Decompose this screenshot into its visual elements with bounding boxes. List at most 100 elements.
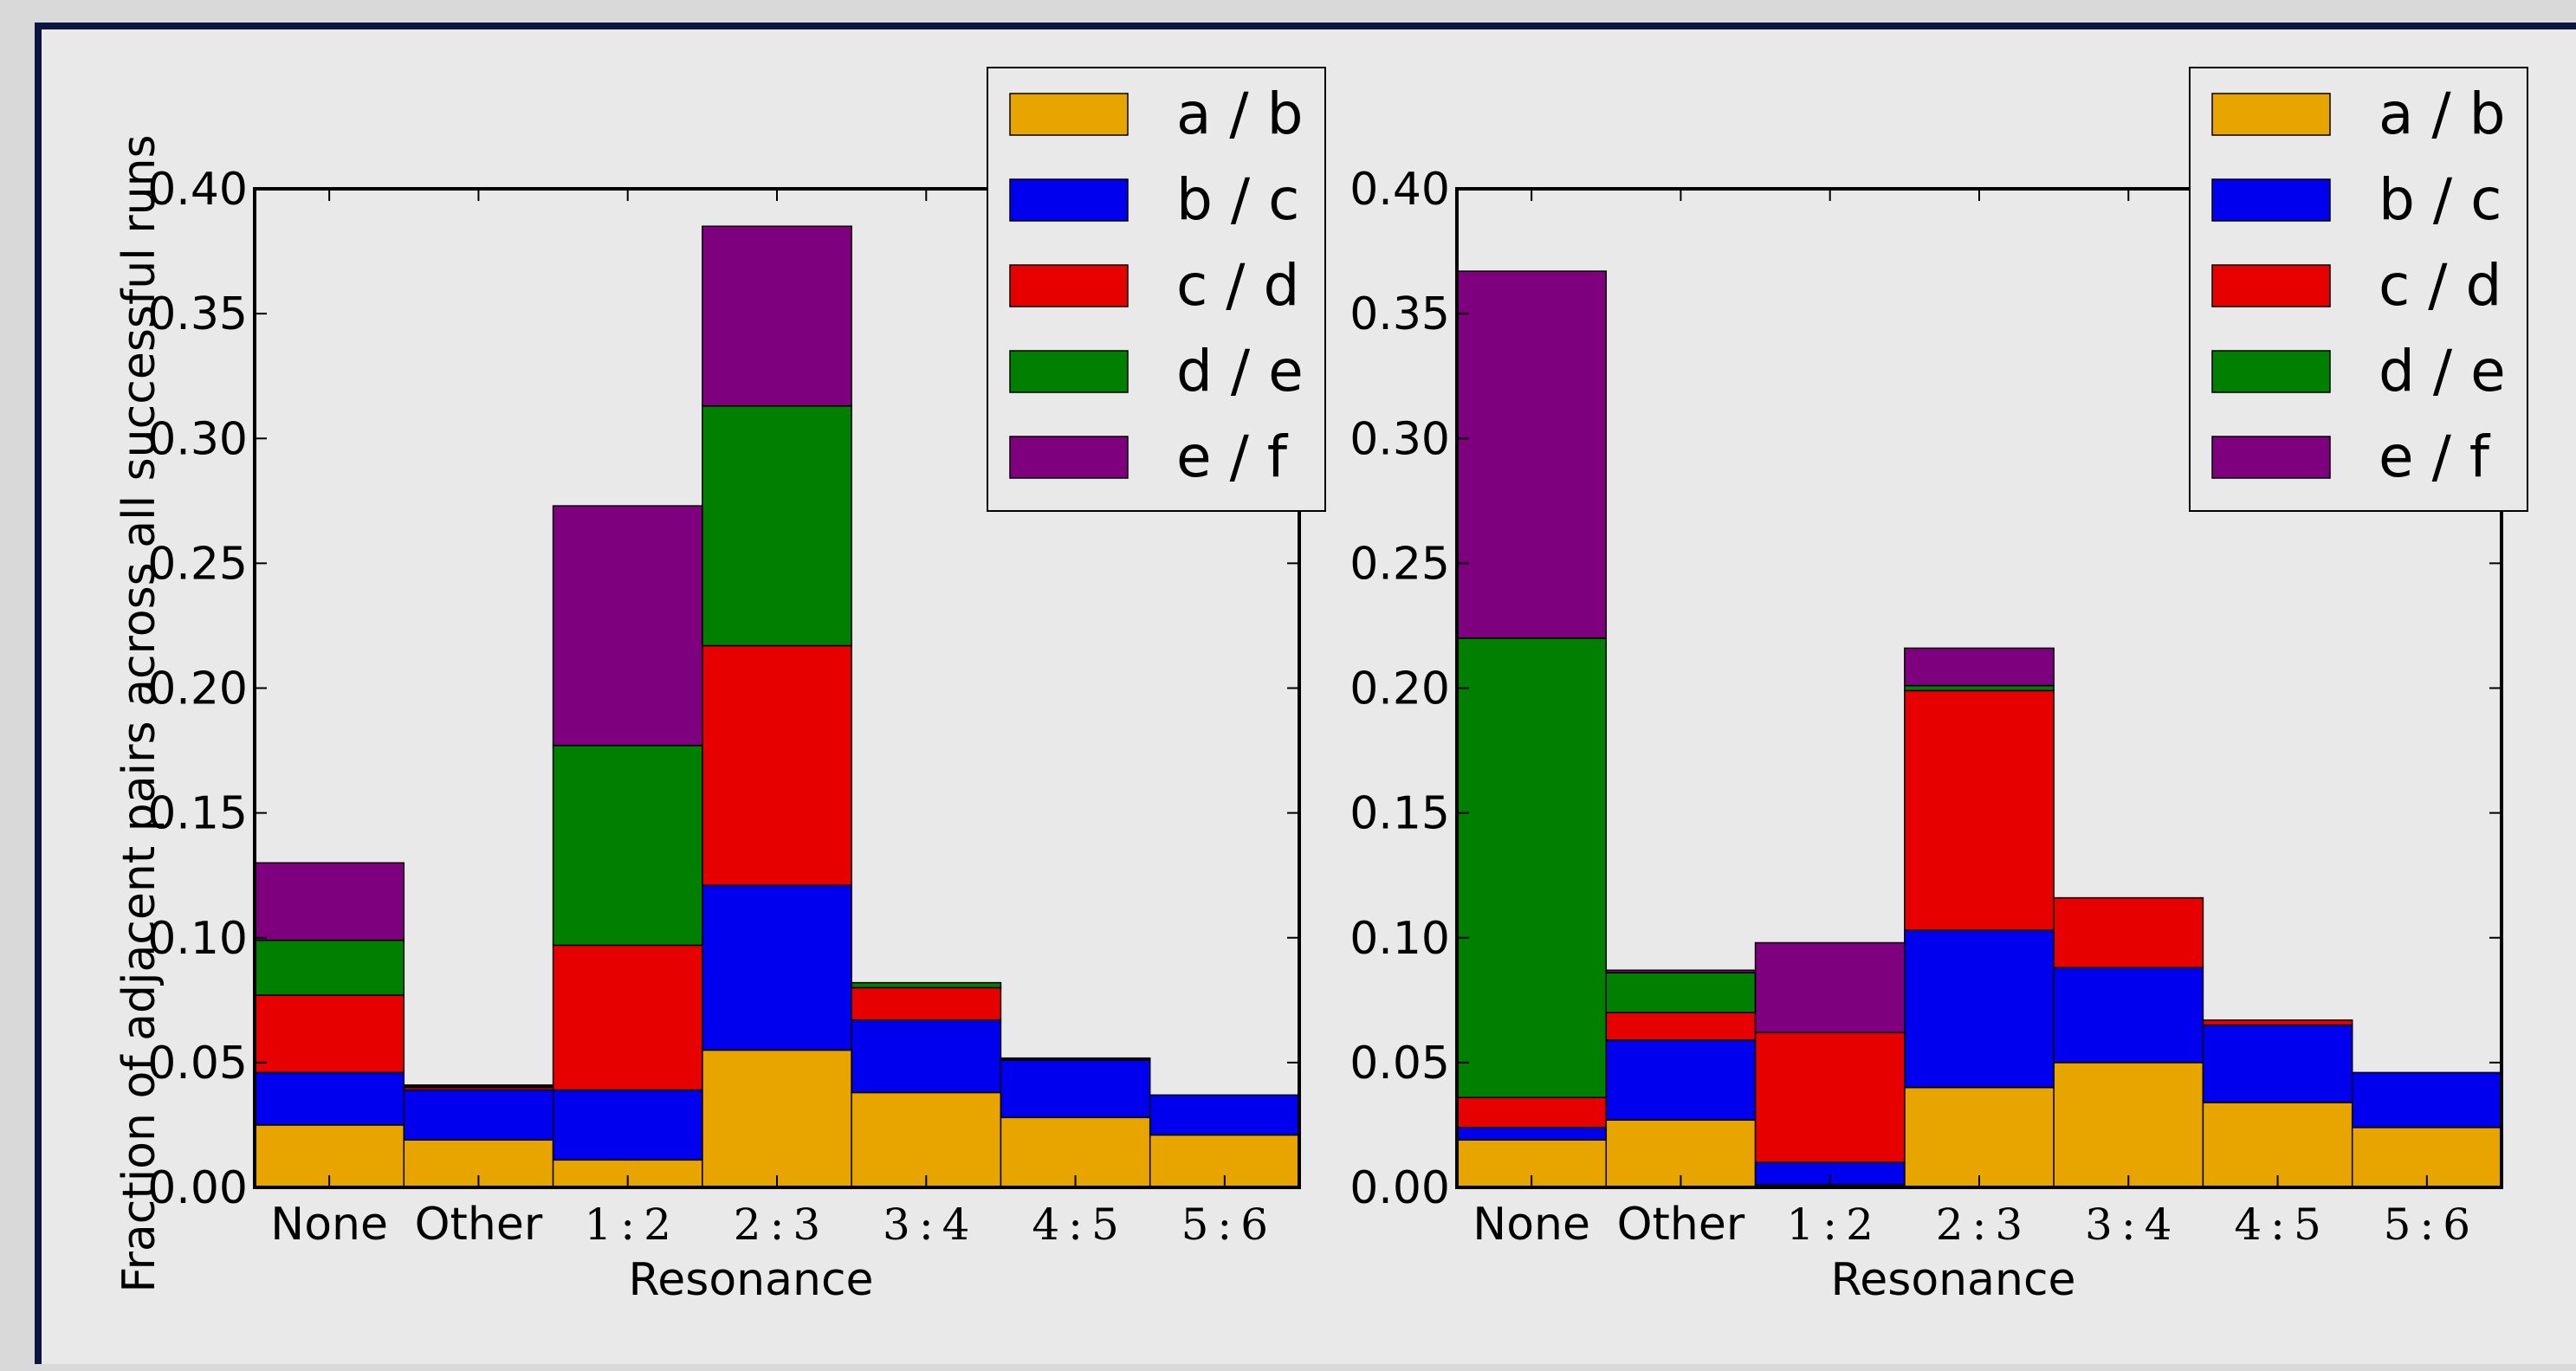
x-tick-label: Other xyxy=(415,1199,543,1251)
bar-ab-3-4 xyxy=(851,1091,1002,1188)
x-tick-label: 3 : 4 xyxy=(883,1200,969,1250)
y-tick-label: 0.00 xyxy=(1349,1162,1450,1214)
bar-cd-2-3 xyxy=(1904,689,2055,931)
bar-bc-None xyxy=(254,1071,405,1126)
y-tick-label: 0.35 xyxy=(147,288,248,340)
bar-cd-None xyxy=(254,994,405,1074)
y-tick-label: 0.05 xyxy=(147,1038,248,1090)
bar-de-2-3 xyxy=(702,405,852,647)
bar-ef-2-3 xyxy=(702,225,852,407)
y-tick-label: 0.30 xyxy=(1349,413,1450,465)
bar-ab-2-3 xyxy=(1904,1086,2055,1188)
bar-cd-Other xyxy=(1605,1012,1757,1041)
x-tick-label: 4 : 5 xyxy=(1032,1200,1118,1250)
x-axis-title: Resonance xyxy=(1830,1254,2075,1306)
bar-de-1-2 xyxy=(552,745,703,947)
bar-bc-Other xyxy=(1605,1039,1757,1121)
x-tick-label: None xyxy=(270,1199,388,1251)
legend-label: a / b xyxy=(2379,81,2506,147)
x-tick-label: None xyxy=(1472,1199,1590,1251)
bar-bc-4-5 xyxy=(2202,1024,2353,1103)
bar-ef-1-2 xyxy=(552,505,703,747)
x-tick-label: 5 : 6 xyxy=(1181,1200,1268,1250)
x-tick-label: Other xyxy=(1617,1199,1745,1251)
bar-bc-4-5 xyxy=(1000,1059,1151,1119)
bar-ef-None xyxy=(1456,270,1608,639)
bar-cd-3-4 xyxy=(2053,896,2204,969)
y-tick-label: 0.10 xyxy=(147,913,248,965)
legend-label: b / c xyxy=(2379,166,2502,233)
bar-bc-1-2 xyxy=(1754,1161,1906,1186)
bar-cd-1-2 xyxy=(1754,1031,1906,1163)
x-tick-label: 1 : 2 xyxy=(1786,1200,1873,1250)
bar-de-Other xyxy=(1605,972,1757,1013)
bar-ef-1-2 xyxy=(1754,941,1906,1034)
y-tick-label: 0.10 xyxy=(1349,913,1450,965)
y-tick-label: 0.00 xyxy=(147,1162,248,1214)
legend-label: b / c xyxy=(1176,166,1299,233)
bar-bc-None xyxy=(1456,1127,1608,1141)
legend: a / b b / c c / d d / e e / f xyxy=(2189,67,2528,512)
legend-label: c / d xyxy=(2379,252,2502,319)
legend-label: d / e xyxy=(1176,338,1304,404)
chart-panel-1: 0.00 0.05 0.10 0.15 0.20 0.25 0.30 0.35 0.40 None… xyxy=(113,67,1326,1306)
bar-de-None xyxy=(1456,637,1608,1098)
y-tick-label: 0.40 xyxy=(1349,164,1450,216)
legend-swatch xyxy=(2211,436,2331,479)
x-axis-title: Resonance xyxy=(628,1254,873,1306)
y-tick-label: 0.15 xyxy=(1349,788,1450,840)
y-tick-label: 0.30 xyxy=(147,413,248,465)
legend-swatch xyxy=(1009,436,1129,479)
legend-swatch xyxy=(2211,93,2331,136)
y-tick-label: 0.20 xyxy=(1349,663,1450,715)
bar-bc-2-3 xyxy=(702,884,852,1051)
bar-ab-4-5 xyxy=(2202,1102,2353,1188)
x-tick-label: 1 : 2 xyxy=(584,1200,670,1250)
legend-swatch xyxy=(1009,93,1129,136)
bar-de-4-5 xyxy=(1000,1057,1151,1060)
legend-swatch xyxy=(2211,178,2331,222)
bar-de-None xyxy=(254,939,405,996)
legend-swatch xyxy=(2211,350,2331,393)
bar-bc-5-6 xyxy=(1149,1094,1300,1136)
y-tick-label: 0.25 xyxy=(147,538,248,590)
bar-ef-Other xyxy=(403,1084,554,1088)
legend-label: d / e xyxy=(2379,338,2506,404)
bar-bc-3-4 xyxy=(2053,967,2204,1064)
y-tick-label: 0.20 xyxy=(147,663,248,715)
y-tick-label: 0.25 xyxy=(1349,538,1450,590)
legend-label: a / b xyxy=(1176,81,1304,147)
chart-panel-2: 0.00 0.05 0.10 0.15 0.20 0.25 0.30 0.35 0.40 None… xyxy=(1349,67,2528,1306)
y-tick-label: 0.35 xyxy=(1349,288,1450,340)
legend-label: e / f xyxy=(2379,424,2491,490)
legend-label: c / d xyxy=(1176,252,1299,319)
bar-cd-2-3 xyxy=(702,644,852,886)
x-tick-label: 5 : 6 xyxy=(2384,1200,2470,1250)
legend-swatch xyxy=(2211,264,2331,307)
bar-cd-3-4 xyxy=(851,986,1002,1021)
figure-frame: 0.00 0.05 0.10 0.15 0.20 0.25 0.30 0.35 0.40 None… xyxy=(35,23,2576,1364)
legend-swatch xyxy=(1009,178,1129,222)
bar-bc-Other xyxy=(403,1089,554,1141)
bar-bc-1-2 xyxy=(552,1089,703,1161)
chart-figure: 0.00 0.05 0.10 0.15 0.20 0.25 0.30 0.35 0.40 None… xyxy=(113,67,2528,1306)
bar-cd-4-5 xyxy=(2202,1019,2353,1026)
bar-ab-3-4 xyxy=(2053,1062,2204,1188)
x-tick-label: 2 : 3 xyxy=(1936,1200,2023,1250)
bar-bc-5-6 xyxy=(2351,1071,2502,1128)
x-tick-label: 2 : 3 xyxy=(734,1200,820,1250)
x-tick-label: 3 : 4 xyxy=(2085,1200,2171,1250)
x-tick-label: 4 : 5 xyxy=(2234,1200,2320,1250)
bar-ab-2-3 xyxy=(702,1049,852,1188)
bar-ef-2-3 xyxy=(1904,647,2055,687)
bar-bc-2-3 xyxy=(1904,929,2055,1089)
bar-de-3-4 xyxy=(851,981,1002,989)
bar-ef-None xyxy=(254,862,405,941)
legend-swatch xyxy=(1009,264,1129,307)
bar-cd-1-2 xyxy=(552,944,703,1091)
bar-de-2-3 xyxy=(1904,684,2055,692)
legend-swatch xyxy=(1009,350,1129,393)
bar-bc-3-4 xyxy=(851,1019,1002,1094)
y-axis-title: Fraction of adjacent pairs across all su… xyxy=(113,134,165,1292)
y-tick-label: 0.40 xyxy=(147,164,248,216)
